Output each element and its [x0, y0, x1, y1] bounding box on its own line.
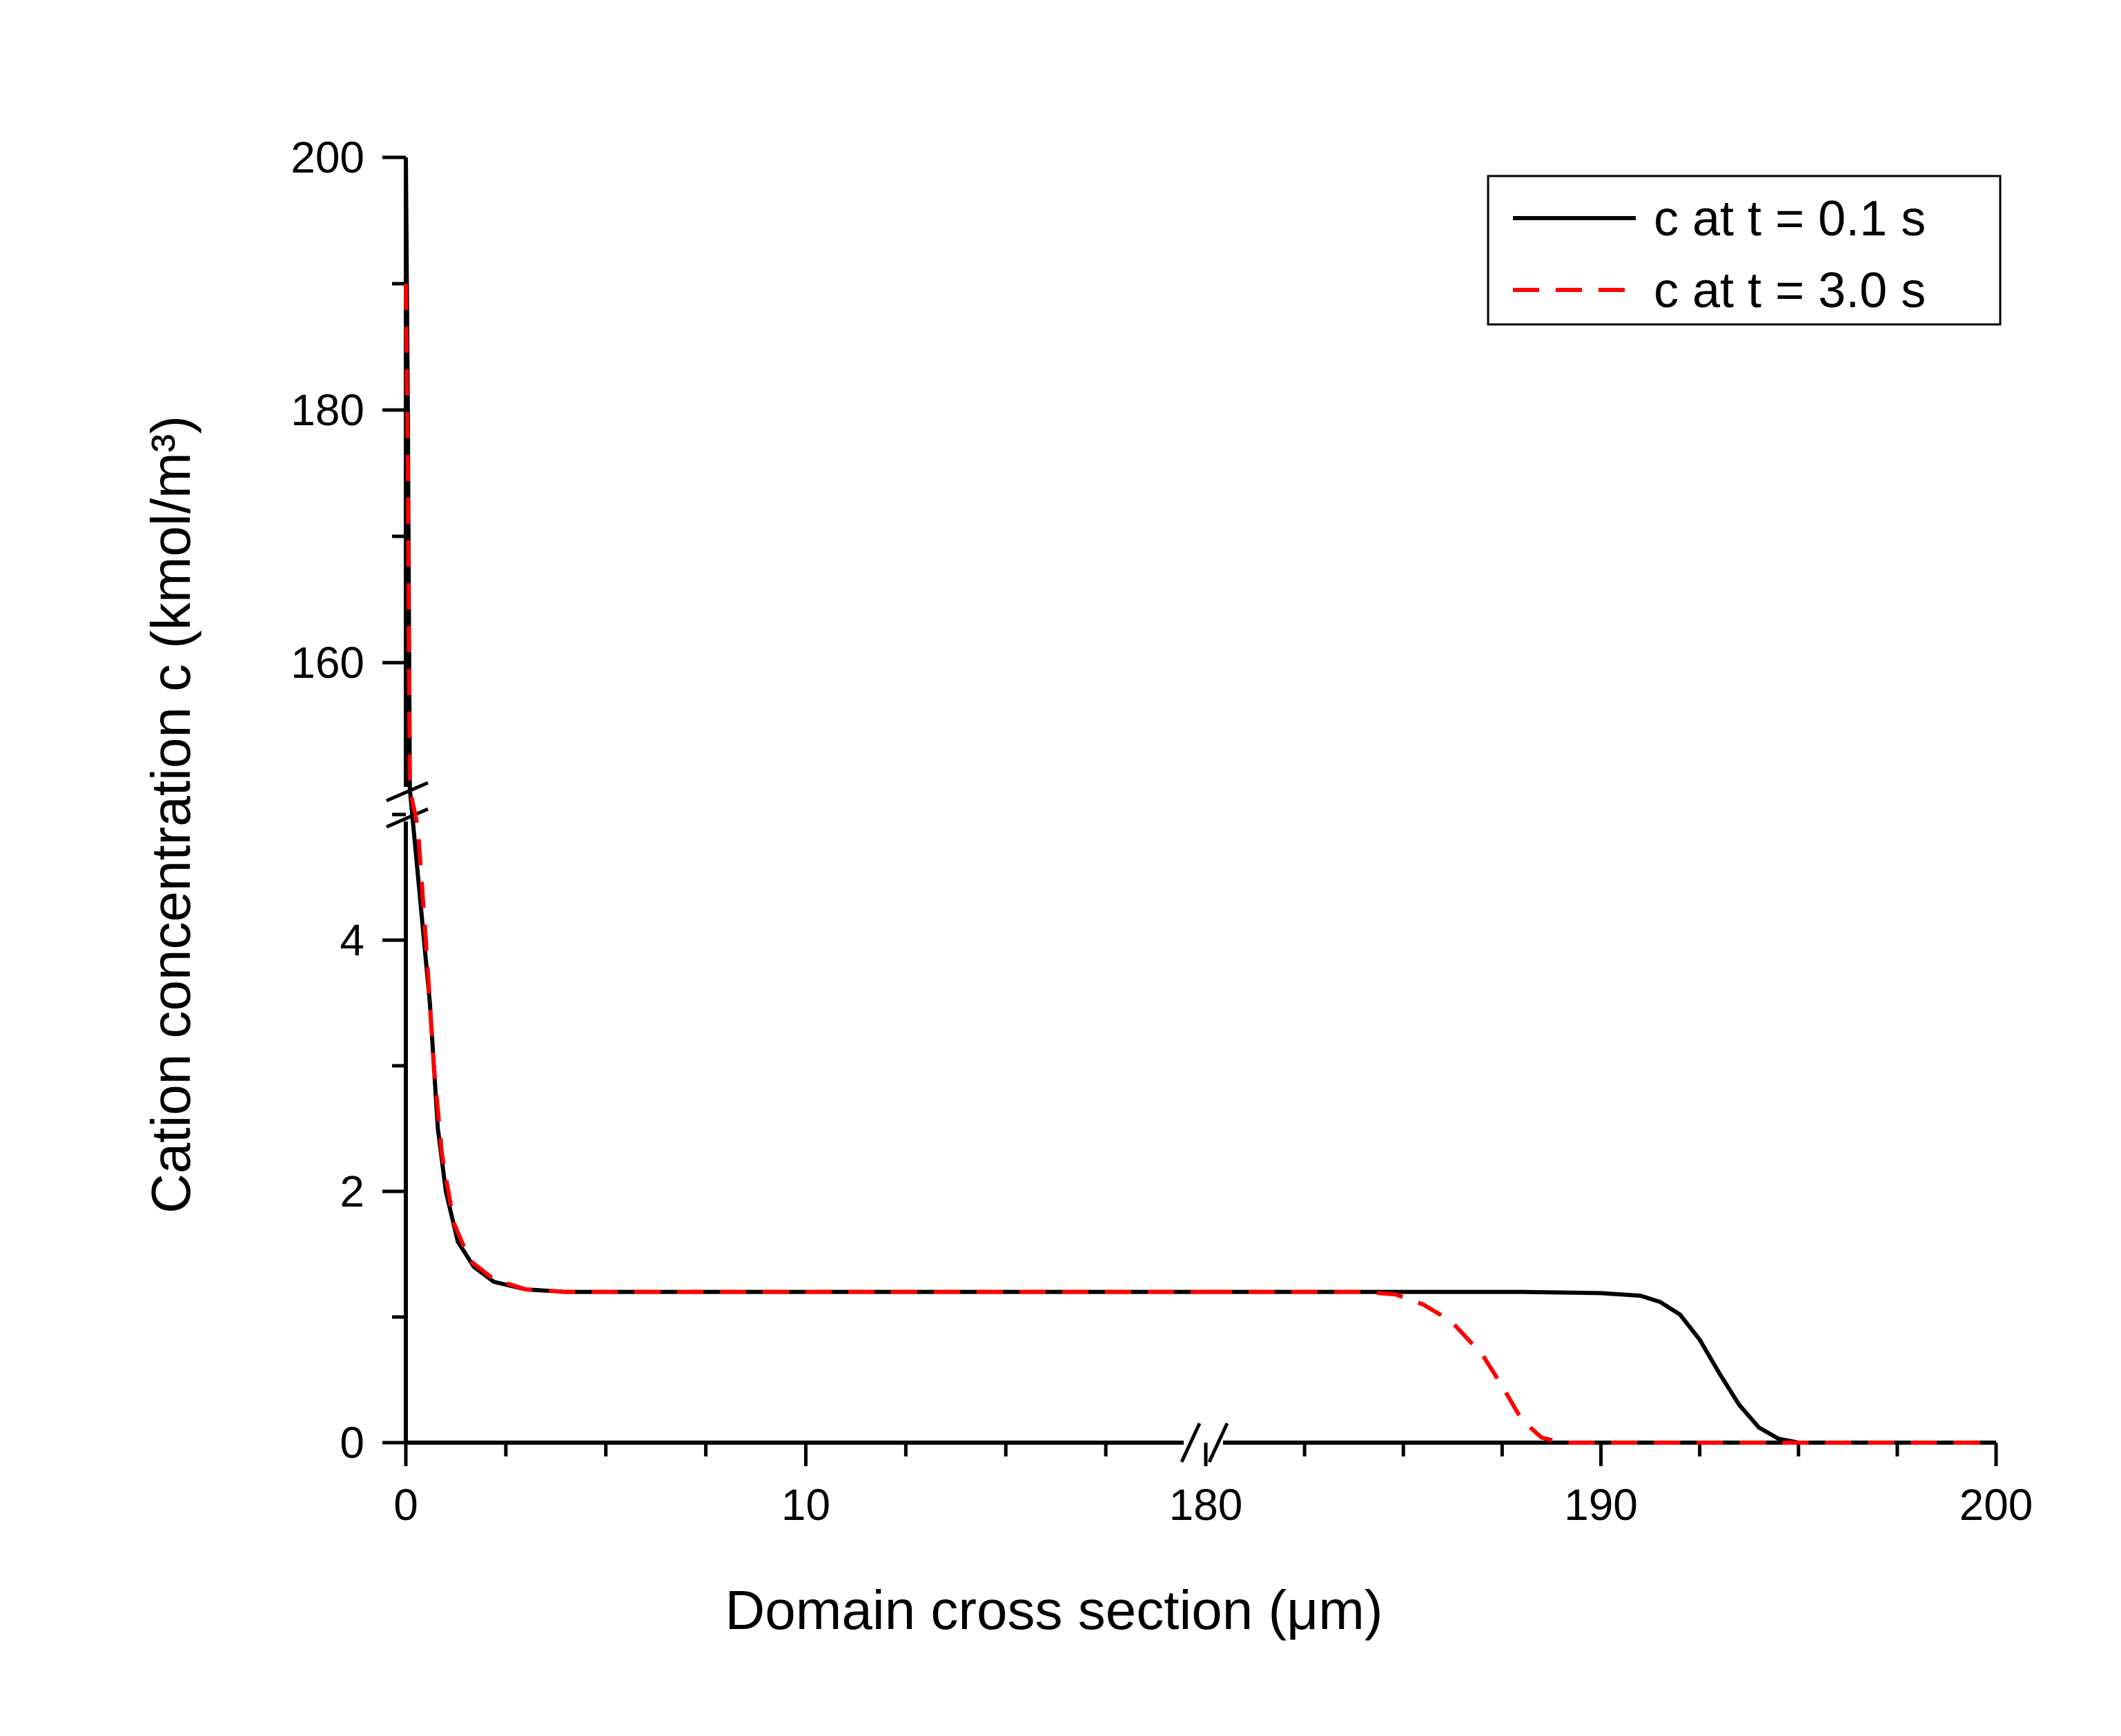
y-tick-label: 160: [291, 638, 364, 687]
series-line-1: [404, 157, 1996, 1445]
x-tick-label: 0: [393, 1480, 418, 1530]
y-tick-label: 4: [340, 915, 364, 965]
y-axis-break-mark: [386, 807, 429, 829]
legend-label-series-2: c at t = 3.0 s: [1654, 263, 1926, 318]
y-tick-label: 0: [340, 1418, 364, 1467]
x-axis-title: Domain cross section (μm): [725, 1579, 1383, 1641]
y-axis-break-mark: [386, 781, 429, 803]
x-tick-label: 190: [1564, 1480, 1638, 1530]
legend: c at t = 0.1 s c at t = 3.0 s: [1487, 175, 2002, 326]
series-line-2: [404, 283, 1996, 1445]
y-tick-label: 2: [340, 1167, 364, 1216]
y-tick-label: 200: [291, 133, 364, 182]
x-axis-break-mark: [1207, 1422, 1229, 1463]
series-layer: [404, 157, 1996, 1445]
axes-layer: 0 10 180 190 200 0 2 4 160 180 200: [291, 133, 2033, 1530]
x-tick-label: 180: [1169, 1480, 1243, 1530]
x-tick-label: 200: [1959, 1480, 2033, 1530]
x-tick-label: 10: [781, 1480, 830, 1530]
y-tick-label: 180: [291, 385, 364, 435]
x-axis-break-mark: [1180, 1422, 1202, 1463]
legend-box: [1487, 175, 2002, 326]
legend-label-series-1: c at t = 0.1 s: [1654, 191, 1926, 246]
y-axis-title: Cation concentration c (kmol/m³): [140, 416, 202, 1213]
